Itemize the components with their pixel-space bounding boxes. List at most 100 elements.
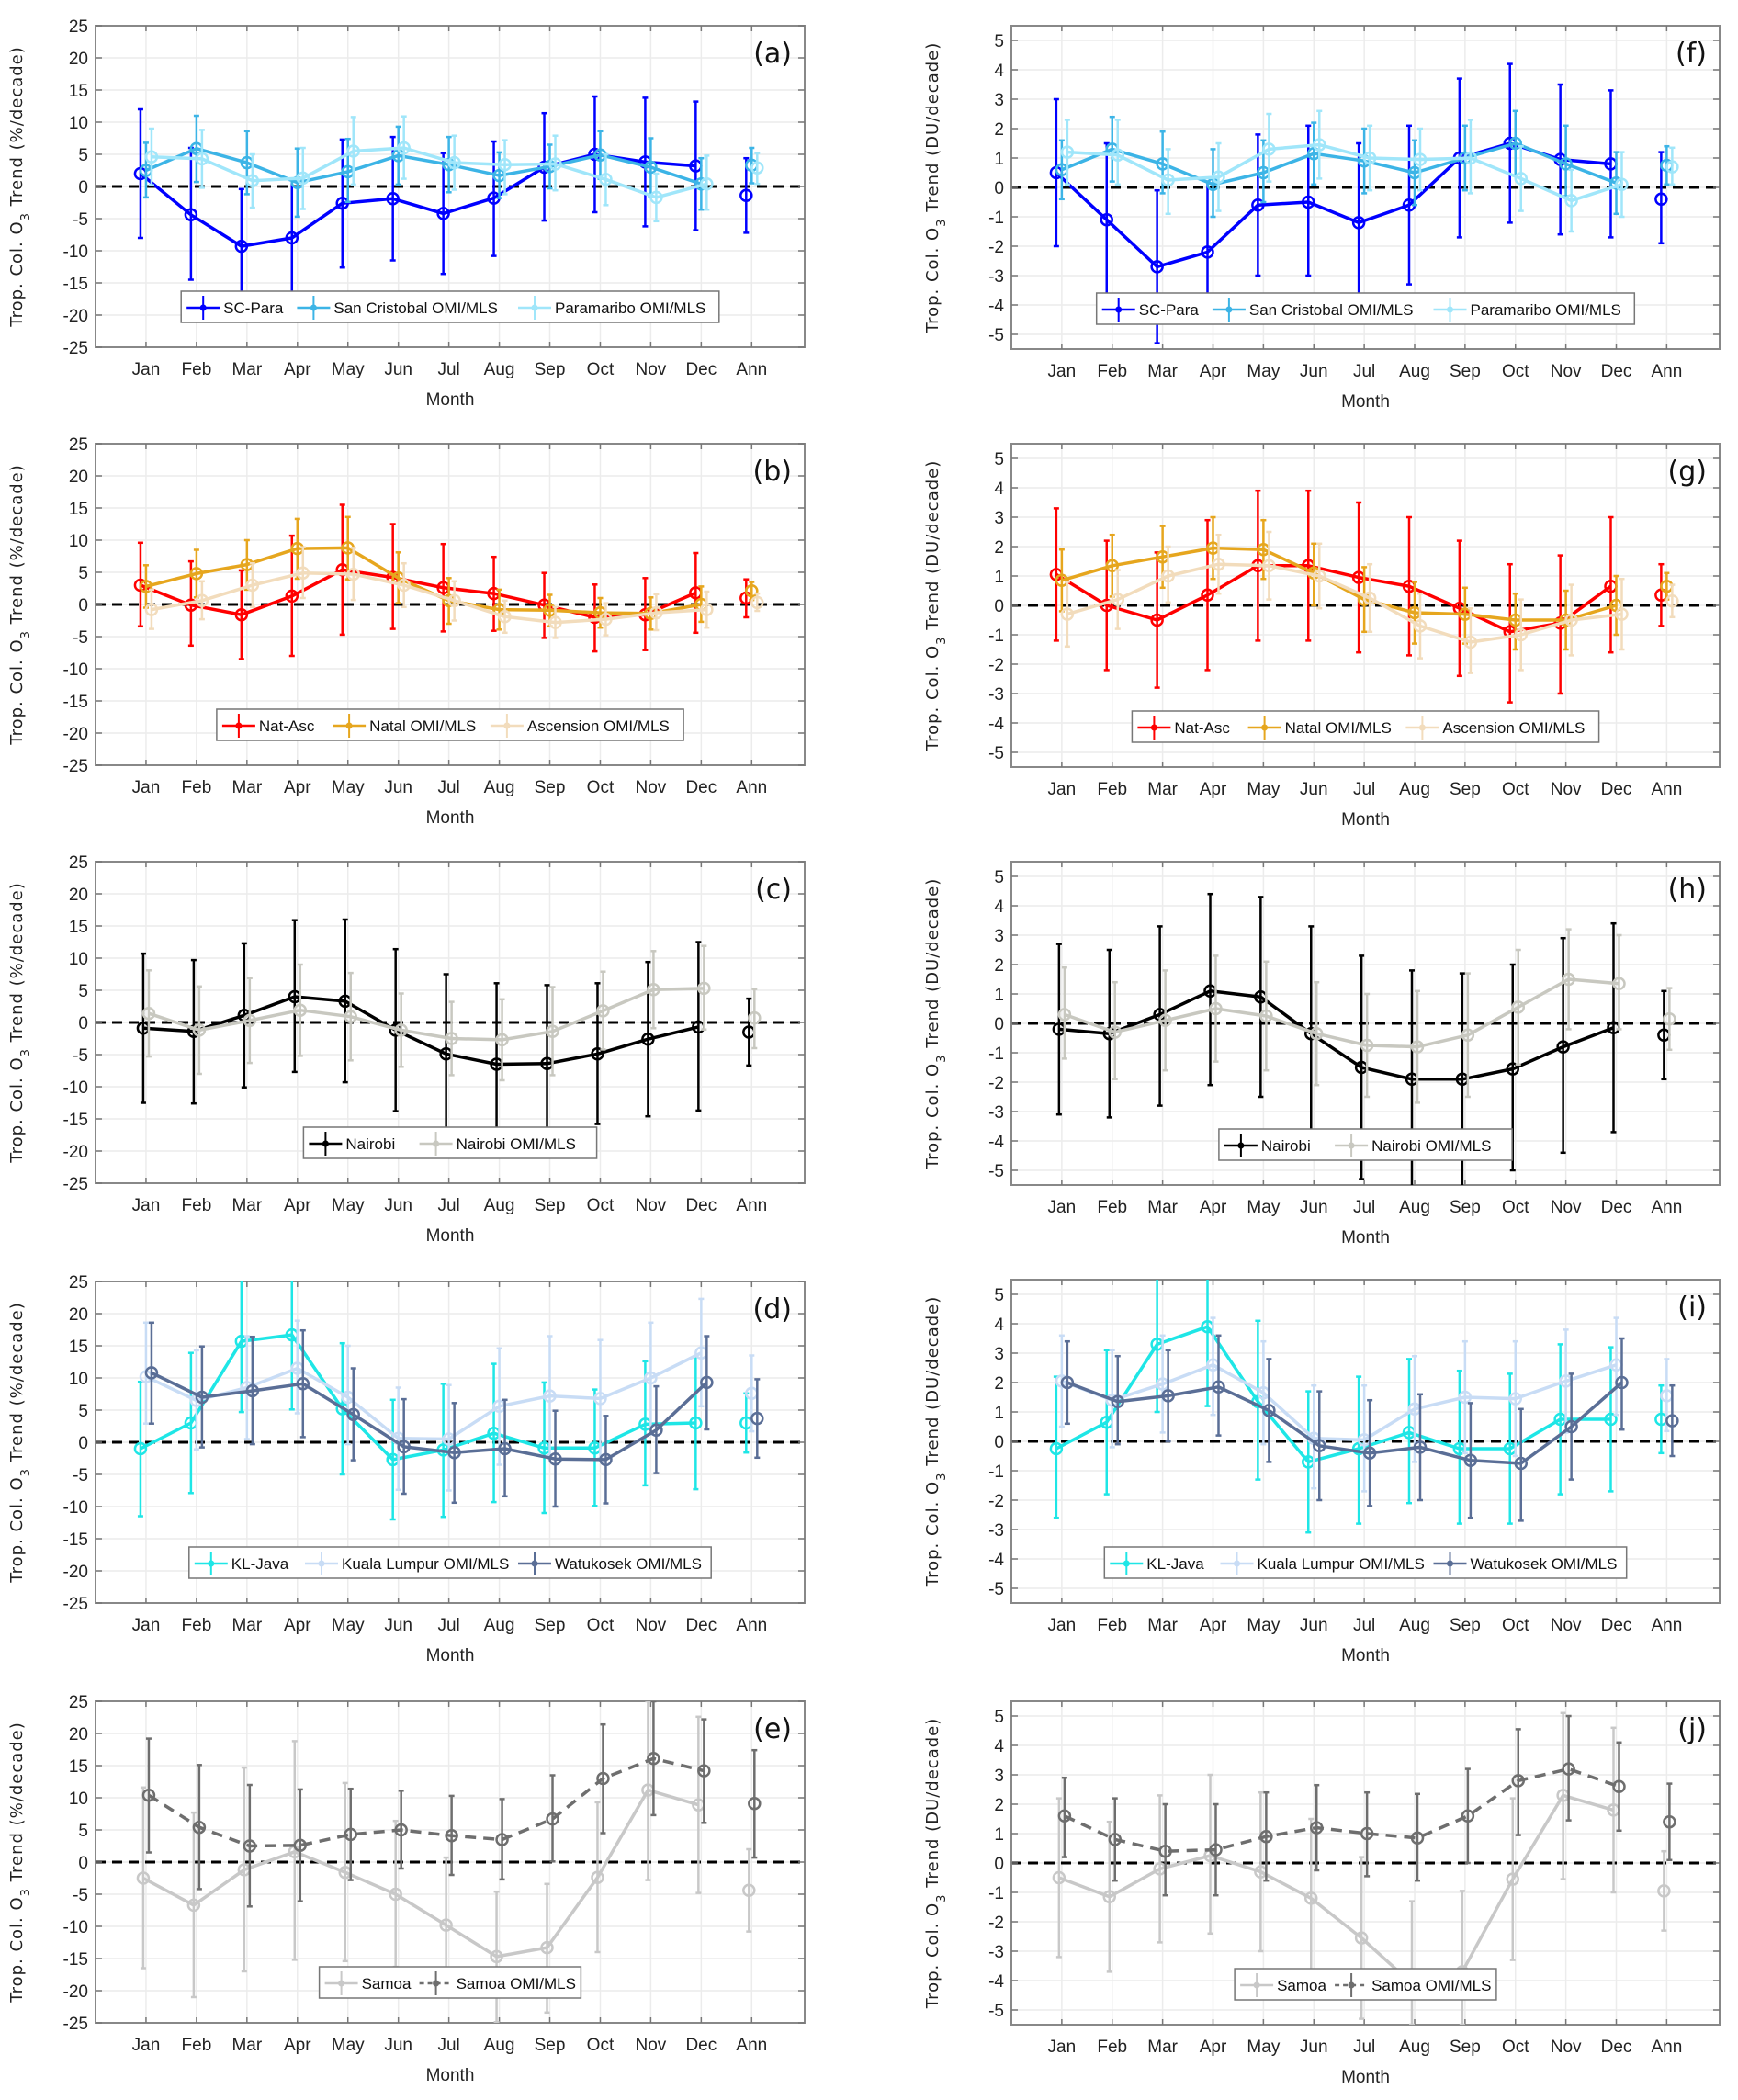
legend-item: Nairobi — [309, 1132, 395, 1156]
y-tick-label: 15 — [69, 82, 88, 101]
y-tick-label: 1 — [994, 986, 1004, 1005]
data-point — [1102, 1890, 1117, 1904]
x-tick-label: Jan — [132, 778, 161, 797]
x-tick-label: Jan — [1048, 780, 1077, 799]
y-tick-label: 1 — [994, 568, 1004, 587]
series-line — [1066, 142, 1623, 203]
series-line — [1061, 141, 1618, 186]
x-tick-label: Dec — [685, 778, 717, 797]
x-tick-label: Jul — [1353, 780, 1375, 799]
series-line — [142, 1788, 699, 1959]
legend-item: Paramaribo OMI/MLS — [1433, 298, 1621, 322]
series-line — [145, 146, 702, 186]
x-tick-label: Jun — [384, 2036, 412, 2055]
data-point — [1108, 1025, 1123, 1039]
legend: KL-Java Kuala Lumpur OMI/MLS Watukosek OMI… — [188, 1546, 712, 1579]
x-tick-label: Apr — [284, 1616, 311, 1635]
data-point — [1615, 607, 1629, 621]
data-point — [591, 1047, 604, 1061]
x-tick-label: Apr — [284, 2036, 311, 2055]
series-line — [151, 1371, 708, 1462]
y-tick-label: 2 — [994, 1796, 1004, 1815]
x-tick-label: Apr — [284, 360, 311, 379]
data-point — [1262, 142, 1276, 156]
data-point — [1158, 1013, 1172, 1028]
legend-marker-icon — [1447, 1560, 1453, 1567]
y-tick-label: 3 — [994, 1345, 1004, 1364]
y-tick-label: 10 — [69, 950, 88, 969]
series-san-cristobal-omi-mls — [1055, 109, 1674, 219]
y-tick-label: -5 — [988, 326, 1004, 345]
y-tick-label: 5 — [78, 1822, 88, 1841]
annual-marker — [742, 1883, 756, 1898]
x-tick-label: Nov — [636, 360, 667, 379]
data-point — [1413, 1440, 1428, 1454]
legend-marker-icon — [310, 304, 317, 311]
y-tick-label: -3 — [988, 685, 1004, 705]
y-tick-label: -2 — [988, 1492, 1004, 1511]
x-tick-label: Sep — [535, 778, 566, 797]
legend-item: Nairobi — [1224, 1134, 1311, 1157]
x-tick-label: Mar — [1147, 362, 1178, 381]
annual-marker — [1654, 192, 1668, 207]
x-axis-label: Month — [1341, 392, 1390, 412]
data-point — [1564, 1419, 1578, 1434]
data-point — [647, 1752, 660, 1766]
x-tick-label: Jun — [1300, 1198, 1328, 1217]
x-tick-label: Aug — [1399, 1198, 1430, 1217]
x-tick-label: Nov — [1551, 2038, 1582, 2057]
legend-label: Natal OMI/MLS — [369, 717, 476, 735]
legend-marker-icon — [1348, 1981, 1355, 1989]
x-axis-label: Month — [426, 1226, 475, 1246]
y-tick-label: 5 — [994, 450, 1004, 469]
x-tick-label: May — [332, 2036, 365, 2055]
data-point — [243, 1013, 257, 1028]
legend-label: San Cristobal OMI/MLS — [333, 299, 498, 317]
y-tick-label: -3 — [988, 1103, 1004, 1123]
y-tick-label: 3 — [994, 1767, 1004, 1786]
y-tick-label: 5 — [994, 1708, 1004, 1727]
legend-marker-icon — [345, 722, 353, 729]
y-tick-label: 2 — [994, 956, 1004, 976]
data-point — [192, 1820, 207, 1835]
data-point — [293, 1838, 308, 1853]
series-group — [136, 1701, 762, 2023]
y-tick-label: -15 — [63, 1530, 88, 1550]
data-point — [1506, 1062, 1520, 1076]
y-axis-label: Trop. Col. O3 Trend (%/decade) — [7, 1722, 33, 2004]
series-nat-asc — [1049, 489, 1668, 704]
x-tick-label: Ann — [736, 1196, 767, 1215]
x-tick-label: Dec — [685, 360, 717, 379]
data-point — [346, 1407, 360, 1422]
y-axis-label: Trop. Col. O3 Trend (DU/decade) — [923, 1718, 949, 2010]
x-tick-label: Aug — [1399, 362, 1430, 381]
y-tick-label: 25 — [69, 435, 88, 455]
legend: SC-Para San Cristobal OMI/MLS Paramaribo O… — [180, 290, 720, 323]
x-axis-label: Month — [426, 390, 475, 410]
x-tick-label: Apr — [1200, 362, 1227, 381]
x-tick-label: Mar — [231, 2036, 262, 2055]
data-point — [344, 1010, 357, 1023]
x-tick-label: Feb — [182, 1616, 212, 1635]
data-point — [1508, 1392, 1523, 1406]
legend-item: Samoa OMI/MLS — [419, 1971, 576, 1995]
annual-marker — [750, 1411, 764, 1426]
series-group — [1052, 1711, 1676, 2025]
legend-item: Samoa — [1240, 1973, 1327, 1997]
x-tick-label: May — [332, 1196, 365, 1215]
data-point — [644, 1371, 658, 1385]
x-tick-label: Jul — [1353, 362, 1375, 381]
x-tick-label: Ann — [736, 360, 767, 379]
y-tick-label: 20 — [69, 886, 88, 905]
x-tick-label: May — [1247, 780, 1280, 799]
x-axis-label: Month — [426, 1646, 475, 1665]
series-kuala-lumpur-omi-mls — [1055, 1316, 1674, 1493]
y-tick-label: 15 — [69, 500, 88, 519]
legend-item: Ascension OMI/MLS — [490, 714, 670, 738]
legend-label: KL-Java — [1146, 1555, 1204, 1573]
y-tick-label: 20 — [69, 1725, 88, 1744]
panel-label: (c) — [755, 874, 792, 906]
y-tick-label: 4 — [994, 62, 1004, 81]
y-tick-label: -5 — [988, 744, 1004, 763]
x-tick-label: Ann — [1651, 1616, 1682, 1635]
